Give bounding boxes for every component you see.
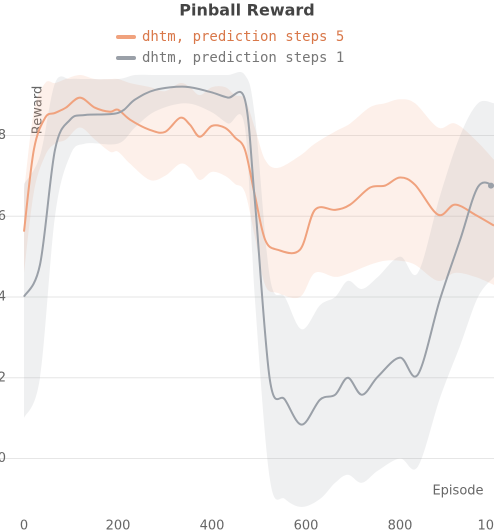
series-line bbox=[23, 85, 494, 426]
legend-label: dhtm, prediction steps 1 bbox=[142, 50, 344, 66]
x-tick-label: 200 bbox=[106, 519, 131, 532]
series-line bbox=[23, 96, 494, 255]
x-tick-label: 400 bbox=[200, 519, 225, 532]
x-tick-label: 1000 bbox=[477, 519, 494, 532]
y-tick-label: 2 bbox=[0, 370, 6, 385]
x-tick-label: 0 bbox=[20, 519, 28, 532]
chart-title: Pinball Reward bbox=[179, 1, 314, 20]
y-tick-label: 6 bbox=[0, 209, 6, 224]
x-tick-label: 800 bbox=[388, 519, 413, 532]
confidence-band bbox=[24, 75, 494, 299]
y-tick-label: 0 bbox=[0, 451, 6, 466]
confidence-band bbox=[24, 72, 494, 508]
y-tick-label: 4 bbox=[0, 290, 6, 305]
x-tick-label: 600 bbox=[294, 519, 319, 532]
y-tick-label: 8 bbox=[0, 128, 6, 143]
legend-label: dhtm, prediction steps 5 bbox=[142, 29, 344, 45]
x-axis-label: Episode bbox=[432, 484, 483, 499]
end-point bbox=[488, 182, 494, 189]
